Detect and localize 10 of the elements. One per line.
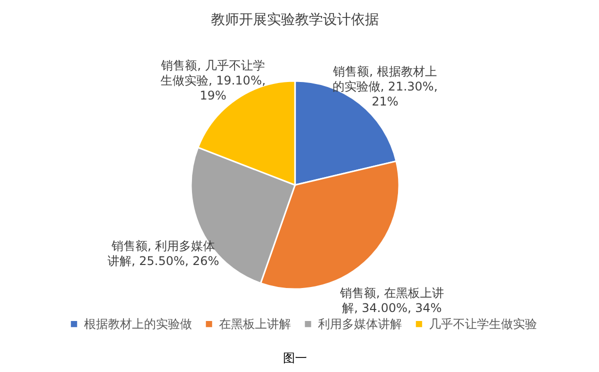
data-label: 销售额, 几乎不让学生做实验, 19.10%, 19%	[160, 58, 266, 102]
legend-label: 利用多媒体讲解	[318, 317, 402, 332]
data-label: 销售额, 利用多媒体讲解, 25.50%, 26%	[108, 238, 220, 268]
chart-title: 教师开展实验教学设计依据	[211, 12, 379, 28]
data-label: 销售额, 在黑板上讲解, 34.00%, 34%	[339, 286, 444, 315]
legend-label: 几乎不让学生做实验	[429, 317, 537, 332]
data-label: 销售额, 根据教材上的实验做, 21.30%, 21%	[332, 64, 438, 108]
legend-label: 在黑板上讲解	[219, 317, 291, 332]
text: 图一	[283, 351, 307, 365]
legend-label: 根据教材上的实验做	[84, 317, 192, 332]
